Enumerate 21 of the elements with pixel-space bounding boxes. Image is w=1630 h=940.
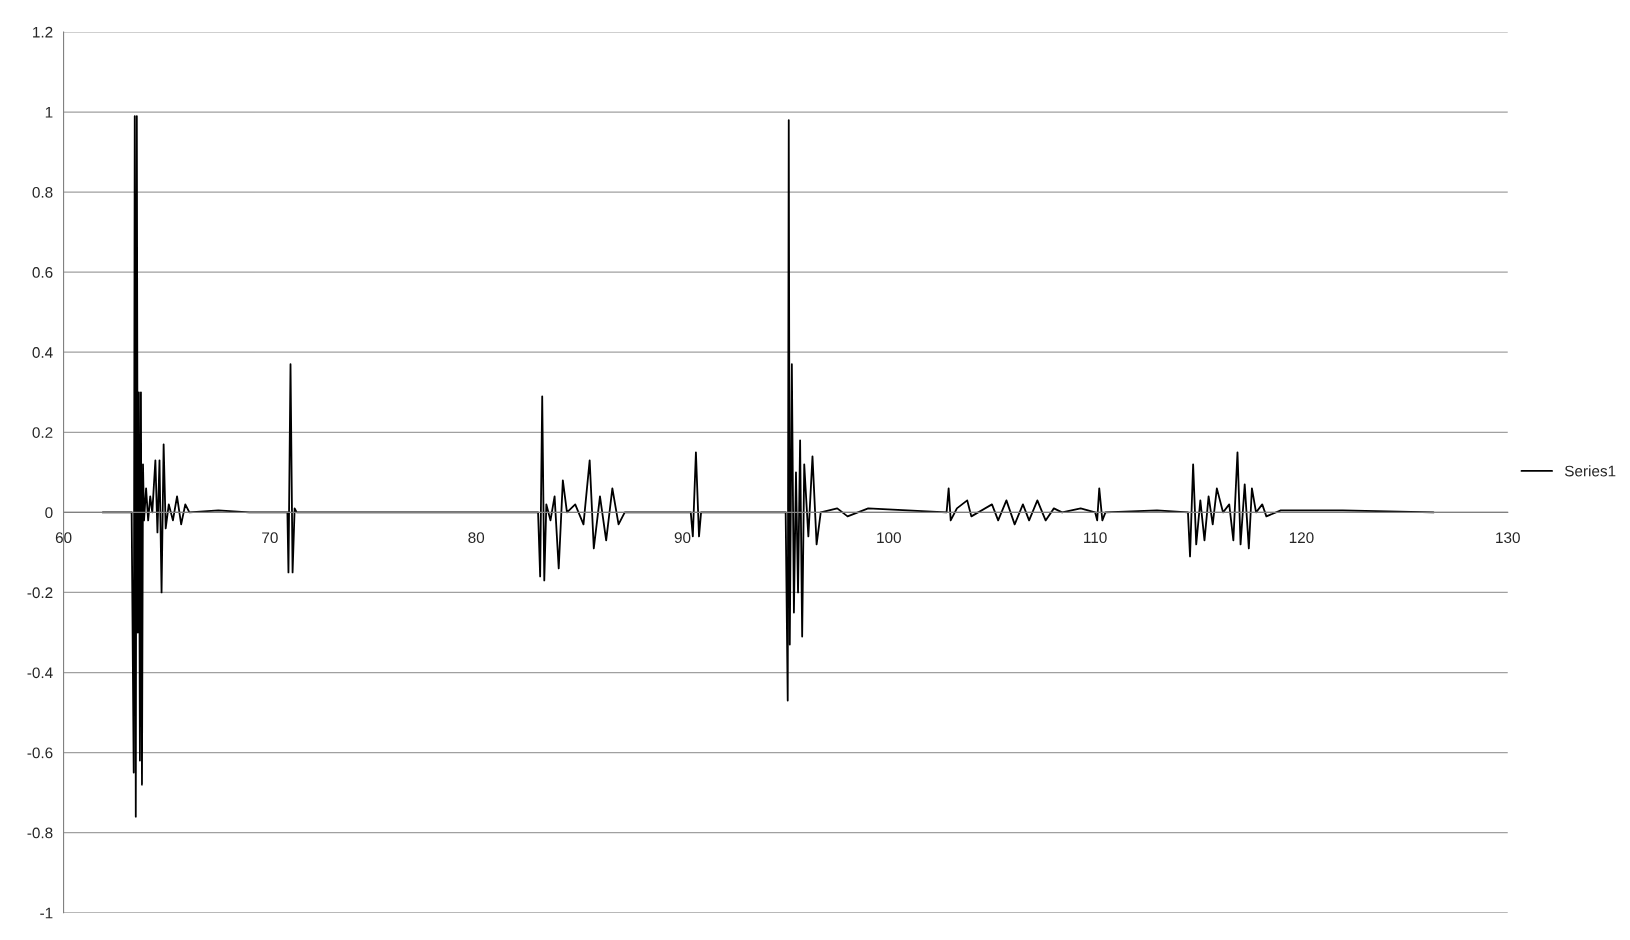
y-tick-label: 1.2 [33, 26, 53, 38]
y-tick-label: 1 [45, 107, 53, 118]
y-tick-label: 0.8 [32, 186, 53, 198]
x-tick-label: 80 [468, 532, 485, 544]
x-tick-label: 120 [1289, 532, 1314, 544]
y-tick-label: -1 [40, 907, 53, 919]
x-tick-label: 130 [1496, 532, 1520, 544]
x-tick-label: 110 [1084, 532, 1107, 544]
x-tick-label: 90 [674, 532, 691, 544]
x-tick-label: 100 [877, 532, 901, 544]
y-tick-label: -0.2 [27, 587, 53, 599]
y-tick-label: 0.2 [32, 427, 53, 438]
x-tick-label: 70 [262, 532, 278, 544]
legend-label: Series1 [1564, 465, 1616, 477]
line-series [101, 115, 1435, 818]
y-tick-label: -0.4 [27, 667, 53, 679]
y-tick-label: -0.8 [27, 827, 53, 839]
y-tick-label: 0.4 [32, 347, 53, 358]
y-tick-label: -0.6 [27, 747, 53, 759]
y-tick-label: 0.6 [32, 267, 53, 278]
y-tick-label: 0 [45, 507, 53, 519]
